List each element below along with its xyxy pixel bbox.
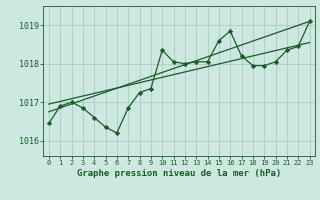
X-axis label: Graphe pression niveau de la mer (hPa): Graphe pression niveau de la mer (hPa) [77, 169, 281, 178]
